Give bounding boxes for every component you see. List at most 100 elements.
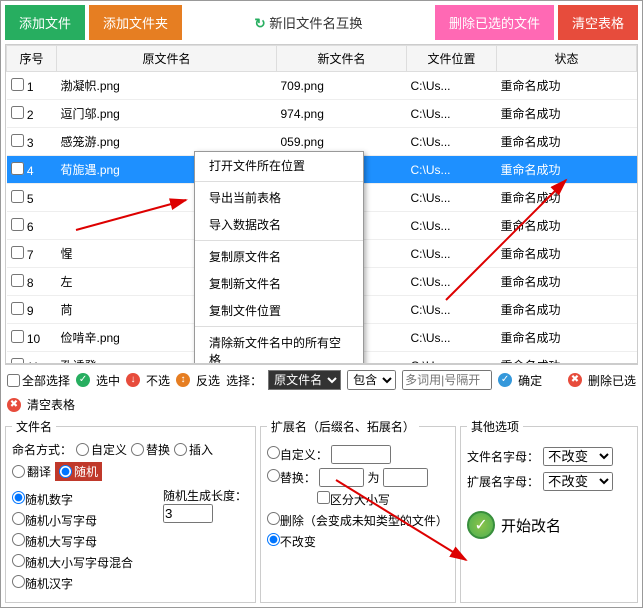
rand-num[interactable]: 随机数字 [12,491,133,508]
rand-mixed[interactable]: 随机大小写字母混合 [12,554,133,571]
top-toolbar: 添加文件 添加文件夹 ↻ 新旧文件名互换 删除已选的文件 清空表格 [5,5,638,40]
cell-path: C:\Us... [407,240,497,268]
cell-status: 重命名成功 [497,296,637,324]
ctx-open-location[interactable]: 打开文件所在位置 [195,152,363,179]
col-oldname[interactable]: 原文件名 [57,46,277,72]
confirm-btn[interactable]: 确定 [518,372,542,389]
cell-newname: 974.png [277,100,407,128]
ext-legend: 扩展名（后缀名、拓展名） [267,418,419,435]
filter-bar: 全部选择 ✓选中 ↓不选 ↕反选 选择： 原文件名 包含 ✓确定 ✖删除已选 ✖… [5,364,638,418]
invert-icon: ↕ [176,373,190,387]
clear-tbl-btn[interactable]: 清空表格 [27,396,75,413]
confirm-icon: ✓ [498,373,512,387]
ctx-import-rename[interactable]: 导入数据改名 [195,211,363,238]
sel-some-btn[interactable]: 选中 [96,372,120,389]
ext-replace[interactable]: 替换： 为 [267,468,449,487]
ext-case-label: 扩展名字母： [467,473,539,490]
add-file-button[interactable]: 添加文件 [5,5,85,40]
cell-status: 重命名成功 [497,324,637,352]
op-select[interactable]: 包含 [347,370,396,390]
cell-path: C:\Us... [407,100,497,128]
mode-random[interactable]: 随机 [55,462,102,481]
extension-panel: 扩展名（后缀名、拓展名） 自定义： 替换： 为 区分大小写 删除（会变成未知类型… [260,418,456,603]
row-check[interactable] [11,246,24,259]
cell-path: C:\Us... [407,324,497,352]
cell-oldname: 渤凝帜.png [57,72,277,100]
ext-to-input[interactable] [383,468,428,487]
rand-upper[interactable]: 随机大写字母 [12,533,133,550]
file-case-label: 文件名字母： [467,448,539,465]
cell-status: 重命名成功 [497,240,637,268]
ctx-export-table[interactable]: 导出当前表格 [195,184,363,211]
rand-hanzi[interactable]: 随机汉字 [12,575,133,592]
row-check[interactable] [11,330,24,343]
rand-lower[interactable]: 随机小写字母 [12,512,133,529]
cell-newname: 709.png [277,72,407,100]
ctx-copy-new[interactable]: 复制新文件名 [195,270,363,297]
ext-nochange[interactable]: 不改变 [267,533,449,550]
ext-custom[interactable]: 自定义： [267,445,449,464]
col-status[interactable]: 状态 [497,46,637,72]
context-menu[interactable]: 打开文件所在位置 导出当前表格 导入数据改名 复制原文件名 复制新文件名 复制文… [194,151,364,364]
cell-path: C:\Us... [407,212,497,240]
mode-translate[interactable]: 翻译 [12,462,51,481]
cell-status: 重命名成功 [497,128,637,156]
ext-case[interactable]: 区分大小写 [317,491,449,508]
row-check[interactable] [11,78,24,91]
ctx-copy-old[interactable]: 复制原文件名 [195,243,363,270]
mode-replace[interactable]: 替换 [131,441,170,458]
row-check[interactable] [11,162,24,175]
name-mode-label: 命名方式： [12,441,72,458]
ext-case-select[interactable]: 不改变 [543,472,613,491]
ext-custom-input[interactable] [331,445,391,464]
filename-legend: 文件名 [12,418,56,435]
len-input[interactable] [163,504,213,523]
start-rename-button[interactable]: ✓ 开始改名 [467,511,631,539]
cell-path: C:\Us... [407,156,497,184]
col-newname[interactable]: 新文件名 [277,46,407,72]
cell-oldname: 逗门邬.png [57,100,277,128]
select-label: 选择： [226,372,262,389]
row-check[interactable] [11,106,24,119]
clear-table-button[interactable]: 清空表格 [558,5,638,40]
row-check[interactable] [11,274,24,287]
uncheck-icon: ↓ [126,373,140,387]
del-sel-btn[interactable]: 删除已选 [588,372,636,389]
row-check[interactable] [11,302,24,315]
filter-input[interactable] [402,370,492,390]
ctx-copy-path[interactable]: 复制文件位置 [195,297,363,324]
swap-icon: ↻ [254,16,265,31]
cell-path: C:\Us... [407,184,497,212]
col-idx[interactable]: 序号 [7,46,57,72]
clear-icon: ✖ [7,398,21,412]
cell-path: C:\Us... [407,268,497,296]
add-folder-button[interactable]: 添加文件夹 [89,5,182,40]
ext-delete[interactable]: 删除（会变成未知类型的文件） [267,512,449,529]
cell-path: C:\Us... [407,72,497,100]
row-check[interactable] [11,218,24,231]
mode-custom[interactable]: 自定义 [76,441,127,458]
table-row[interactable]: 2逗门邬.png974.pngC:\Us...重命名成功 [7,100,637,128]
mode-insert[interactable]: 插入 [174,441,213,458]
cell-status: 重命名成功 [497,100,637,128]
col-path[interactable]: 文件位置 [407,46,497,72]
swap-names-button[interactable]: ↻ 新旧文件名互换 [244,5,372,40]
table-row[interactable]: 1渤凝帜.png709.pngC:\Us...重命名成功 [7,72,637,100]
cell-status: 重命名成功 [497,184,637,212]
cell-status: 重命名成功 [497,72,637,100]
cell-status: 重命名成功 [497,212,637,240]
row-check[interactable] [11,358,24,365]
ctx-clear-spaces[interactable]: 清除新文件名中的所有空格 [195,329,363,364]
delete-selected-button[interactable]: 删除已选的文件 [435,5,554,40]
row-check[interactable] [11,134,24,147]
unsel-btn[interactable]: 不选 [146,372,170,389]
select-all-check[interactable]: 全部选择 [7,372,70,389]
file-case-select[interactable]: 不改变 [543,447,613,466]
row-check[interactable] [11,190,24,203]
cell-path: C:\Us... [407,128,497,156]
ext-from-input[interactable] [319,468,364,487]
field-select[interactable]: 原文件名 [268,370,341,390]
invert-btn[interactable]: 反选 [196,372,220,389]
other-legend: 其他选项 [467,418,523,435]
cell-status: 重命名成功 [497,156,637,184]
